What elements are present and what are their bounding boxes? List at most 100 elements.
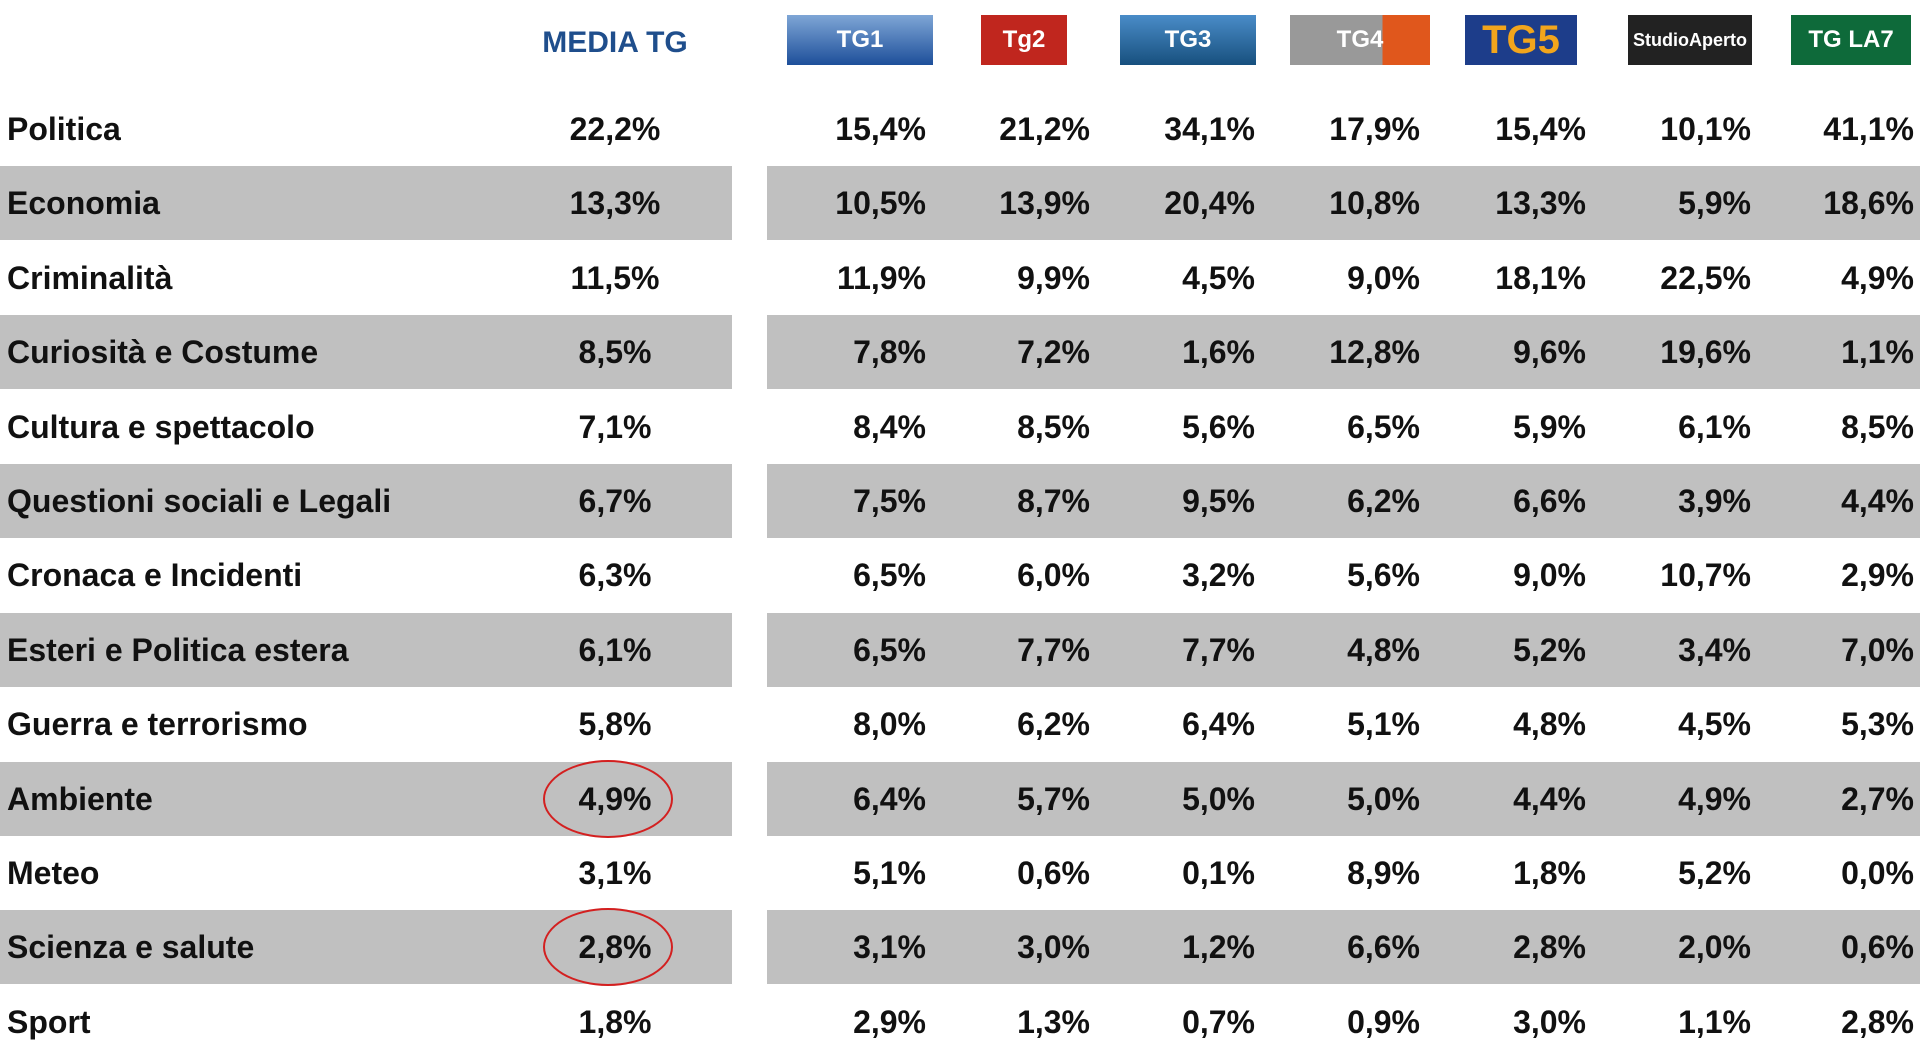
channel-value: 10,7% — [1660, 557, 1751, 594]
channel-value: 9,6% — [1513, 334, 1586, 371]
channel-value: 6,2% — [1347, 483, 1420, 519]
channel-value: 7,7% — [1017, 631, 1090, 668]
channel-value: 7,2% — [1017, 334, 1090, 371]
channel-value: 41,1% — [1823, 111, 1914, 147]
channel-value: 1,3% — [1017, 1003, 1090, 1040]
channel-value: 1,6% — [1182, 334, 1255, 371]
channel-value: 2,9% — [853, 1003, 926, 1040]
row-band — [767, 166, 1920, 241]
media-value: 3,1% — [578, 855, 652, 891]
channel-value: 9,0% — [1347, 259, 1420, 296]
channel-value: 3,0% — [1017, 929, 1090, 966]
channel-value: 15,4% — [835, 111, 926, 147]
channel-value: 22,5% — [1660, 259, 1751, 296]
channel-value: 7,5% — [853, 483, 926, 519]
channel-value: 2,7% — [1841, 780, 1914, 817]
channel-value: 6,1% — [1678, 408, 1751, 445]
channel-value: 7,0% — [1841, 631, 1914, 668]
channel-logo: TG LA7 — [1791, 15, 1911, 65]
channel-value: 8,9% — [1347, 855, 1420, 891]
row-label: Scienza e salute — [7, 929, 255, 966]
channel-value: 4,9% — [1841, 259, 1914, 296]
channel-value: 9,9% — [1017, 259, 1090, 296]
channel-value: 2,9% — [1841, 557, 1914, 594]
row-label: Curiosità e Costume — [7, 334, 319, 371]
channel-value: 5,6% — [1182, 408, 1255, 445]
row-label: Questioni sociali e Legali — [7, 483, 392, 519]
highlight-circle — [543, 760, 673, 838]
channel-value: 1,8% — [1513, 855, 1586, 891]
media-value: 6,1% — [578, 631, 652, 668]
row-band — [0, 315, 732, 390]
channel-value: 10,1% — [1660, 111, 1751, 147]
row-label: Sport — [7, 1003, 91, 1040]
channel-value: 6,0% — [1017, 557, 1090, 594]
media-value: 11,5% — [570, 259, 660, 296]
channel-value: 1,1% — [1841, 334, 1914, 371]
channel-value: 8,0% — [853, 706, 926, 743]
channel-value: 9,0% — [1513, 557, 1586, 594]
channel-logo: TG1 — [787, 15, 933, 65]
channel-value: 5,2% — [1678, 855, 1751, 891]
channel-value: 10,5% — [835, 185, 926, 222]
channel-value: 5,0% — [1182, 780, 1255, 817]
channel-value: 3,1% — [853, 929, 926, 966]
channel-value: 0,0% — [1841, 855, 1914, 891]
channel-logo: TG4 — [1290, 15, 1430, 65]
channel-value: 6,4% — [1182, 706, 1255, 743]
channel-value: 8,5% — [1017, 408, 1090, 445]
channel-value: 3,4% — [1678, 631, 1751, 668]
channel-value: 5,1% — [1347, 706, 1420, 743]
channel-value: 5,6% — [1347, 557, 1420, 594]
channel-value: 6,6% — [1513, 483, 1586, 519]
channel-value: 2,8% — [1841, 1003, 1914, 1040]
row-band — [767, 761, 1920, 836]
row-label: Esteri e Politica estera — [7, 631, 349, 668]
channel-value: 13,3% — [1495, 185, 1586, 222]
channel-value: 5,3% — [1841, 706, 1914, 743]
row-label: Criminalità — [7, 259, 173, 296]
media-value: 22,2% — [569, 111, 661, 147]
row-label: Meteo — [7, 855, 100, 891]
row-band — [767, 910, 1920, 985]
channel-logo: Tg2 — [981, 15, 1067, 65]
channel-value: 5,9% — [1513, 408, 1586, 445]
channel-logo: TG5 — [1465, 15, 1577, 65]
row-label: Cronaca e Incidenti — [7, 557, 303, 594]
channel-value: 10,8% — [1329, 185, 1420, 222]
channel-value: 3,0% — [1513, 1003, 1586, 1040]
channel-logo: TG3 — [1120, 15, 1256, 65]
channel-value: 7,8% — [853, 334, 926, 371]
channel-value: 4,8% — [1347, 631, 1420, 668]
channel-value: 4,4% — [1513, 780, 1586, 817]
row-band — [767, 315, 1920, 390]
row-band — [767, 464, 1920, 538]
channel-value: 4,4% — [1841, 483, 1914, 519]
channel-value: 5,7% — [1017, 780, 1090, 817]
channel-value: 1,1% — [1678, 1003, 1751, 1040]
channel-value: 13,9% — [999, 185, 1090, 222]
channel-value: 9,5% — [1182, 483, 1255, 519]
channel-value: 0,7% — [1182, 1003, 1255, 1040]
channel-value: 1,2% — [1182, 929, 1255, 966]
channel-value: 11,9% — [837, 259, 926, 296]
media-value: 13,3% — [569, 185, 661, 222]
media-value: 6,7% — [578, 483, 652, 519]
row-label: Economia — [7, 185, 160, 222]
header-label: MEDIA TG — [542, 26, 688, 59]
channel-value: 6,4% — [853, 780, 926, 817]
channel-value: 34,1% — [1164, 111, 1255, 147]
channel-value: 6,2% — [1017, 706, 1090, 743]
channel-value: 20,4% — [1164, 185, 1255, 222]
row-label: Guerra e terrorismo — [7, 706, 308, 743]
channel-value: 2,8% — [1513, 929, 1586, 966]
channel-value: 12,8% — [1329, 334, 1420, 371]
row-label: Cultura e spettacolo — [7, 408, 315, 445]
channel-value: 8,5% — [1841, 408, 1914, 445]
channel-value: 19,6% — [1660, 334, 1751, 371]
channel-value: 17,9% — [1329, 111, 1420, 147]
row-band — [0, 612, 732, 687]
channel-value: 6,5% — [853, 557, 926, 594]
channel-logo: StudioAperto — [1628, 15, 1752, 65]
